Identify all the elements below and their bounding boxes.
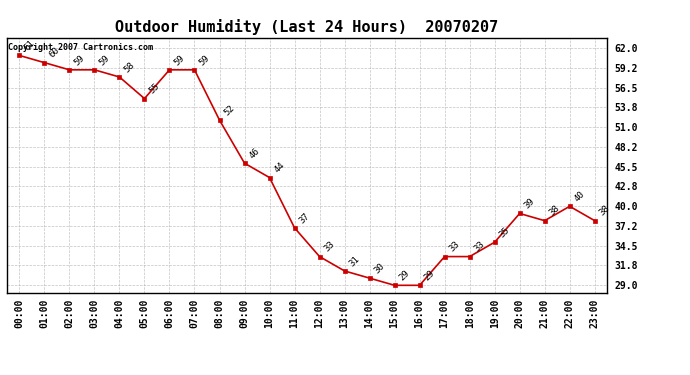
Text: 33: 33	[473, 240, 486, 254]
Text: 33: 33	[447, 240, 462, 254]
Text: 30: 30	[373, 261, 386, 275]
Text: 44: 44	[273, 161, 286, 175]
Text: 61: 61	[22, 39, 36, 53]
Text: 59: 59	[197, 53, 211, 67]
Text: 37: 37	[297, 211, 311, 225]
Text: 55: 55	[147, 82, 161, 96]
Text: 35: 35	[497, 225, 511, 240]
Title: Outdoor Humidity (Last 24 Hours)  20070207: Outdoor Humidity (Last 24 Hours) 2007020…	[115, 19, 499, 35]
Text: 29: 29	[397, 268, 411, 282]
Text: 59: 59	[172, 53, 186, 67]
Text: 46: 46	[247, 147, 262, 160]
Text: 59: 59	[72, 53, 86, 67]
Text: 59: 59	[97, 53, 111, 67]
Text: Copyright 2007 Cartronics.com: Copyright 2007 Cartronics.com	[8, 43, 153, 52]
Text: 38: 38	[598, 204, 611, 218]
Text: 39: 39	[522, 197, 536, 211]
Text: 40: 40	[573, 189, 586, 204]
Text: 60: 60	[47, 46, 61, 60]
Text: 31: 31	[347, 254, 362, 268]
Text: 33: 33	[322, 240, 336, 254]
Text: 29: 29	[422, 268, 436, 282]
Text: 52: 52	[222, 104, 236, 117]
Text: 58: 58	[122, 60, 136, 74]
Text: 38: 38	[547, 204, 562, 218]
